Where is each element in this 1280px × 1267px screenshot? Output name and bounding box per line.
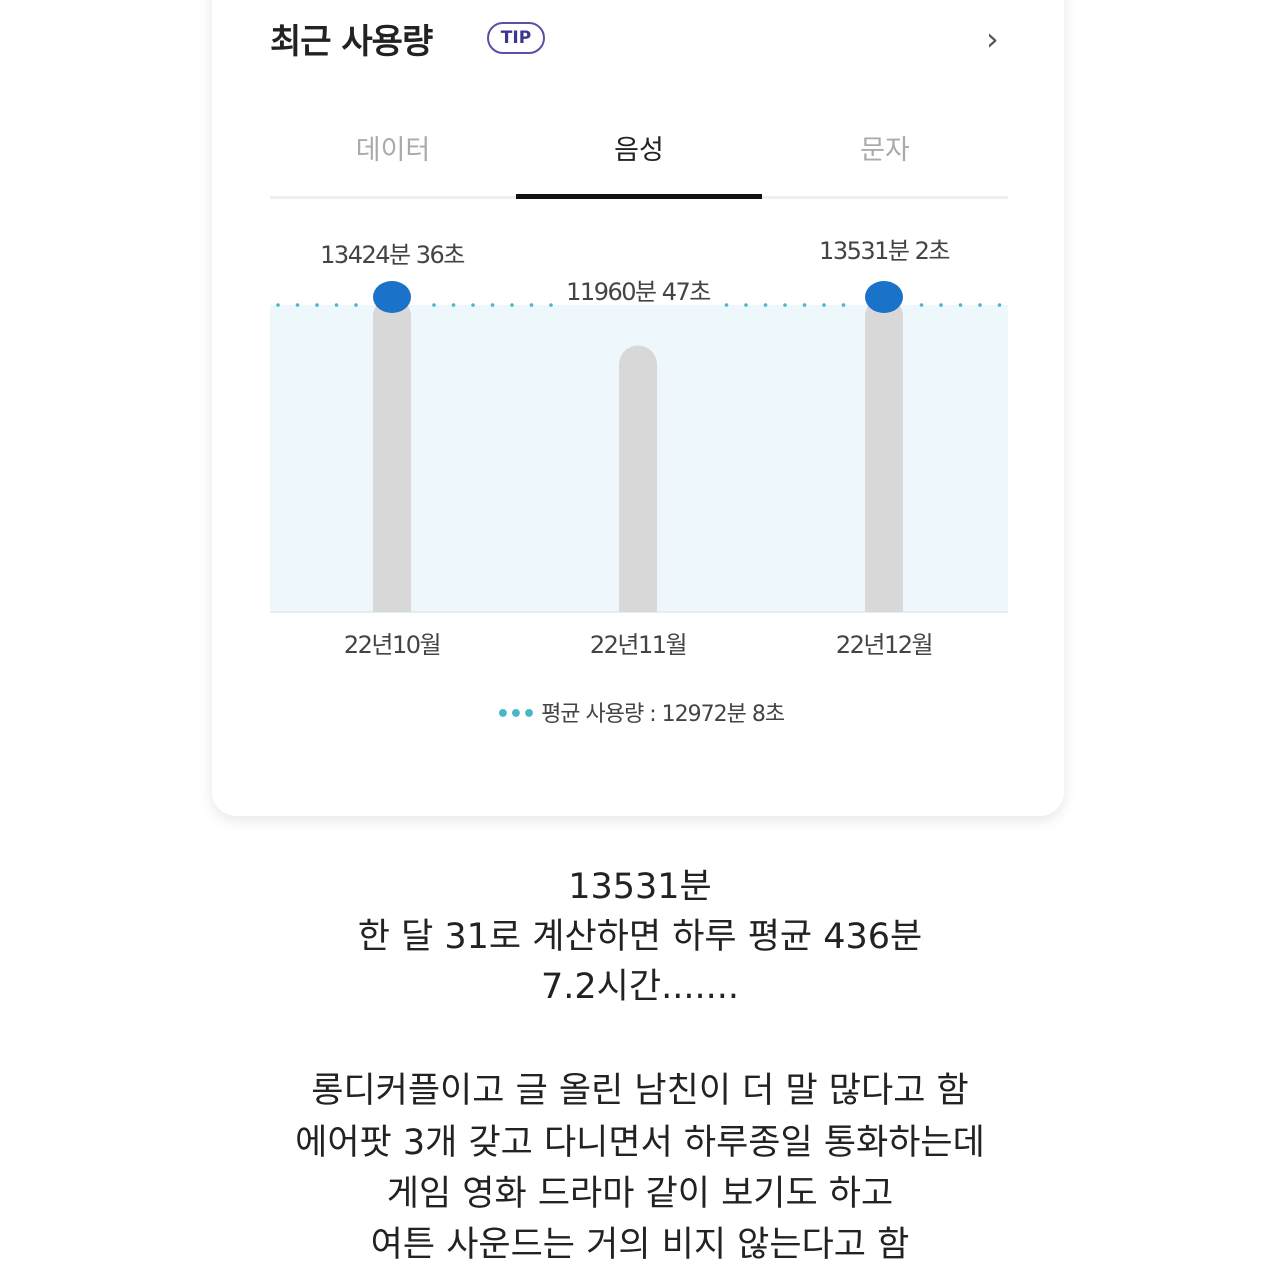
average-line-dot <box>354 303 358 307</box>
data-label: 13424분 36초 <box>320 241 464 269</box>
average-line-dot <box>529 303 534 307</box>
legend-label: 평균 사용량 : 12972분 8초 <box>541 702 785 727</box>
average-line-dot <box>802 303 807 307</box>
x-tick-label: 22년10월 <box>344 631 440 659</box>
x-tick-label: 22년11월 <box>590 631 686 659</box>
average-line-dot <box>744 303 748 307</box>
average-line-dot <box>315 303 319 307</box>
average-line-dot <box>432 303 436 307</box>
tab-sms[interactable]: 문자 <box>860 135 910 166</box>
data-point <box>373 281 411 313</box>
usage-tabs: 데이터 음성 문자 <box>270 128 1008 199</box>
average-line-dot <box>822 303 826 307</box>
chart-legend: ••• 평균 사용량 : 12972분 8초 <box>0 696 1280 728</box>
average-line-dot <box>919 303 924 307</box>
average-line-dot <box>841 303 846 307</box>
body-line-4: 롱디커플이고 글 올린 남친이 더 말 많다고 함 <box>311 1071 969 1111</box>
tab-voice[interactable]: 음성 <box>516 128 762 199</box>
usage-chart: 13424분 36초 22년10월 11960분 47초 22년11월 13531분 2… <box>270 237 1008 659</box>
body-line-5: 에어팟 3개 갖고 다니면서 하루종일 통화하는데 <box>295 1123 985 1163</box>
average-line-dot <box>471 303 475 307</box>
card-title: 최근 사용량 <box>270 22 433 62</box>
body-line-2: 한 달 31로 계산하면 하루 평균 436분 <box>357 917 923 957</box>
bar <box>619 345 657 612</box>
average-line-dot <box>276 303 280 307</box>
data-point <box>865 281 903 313</box>
average-line-dot <box>958 303 963 307</box>
average-line-dot <box>939 303 943 307</box>
tab-data[interactable]: 데이터 <box>355 135 431 166</box>
average-line-dot <box>510 303 514 307</box>
body-line-3: 7.2시간....... <box>541 967 739 1007</box>
tip-badge[interactable]: TIP <box>487 22 545 54</box>
body-line-1: 13531분 <box>568 867 712 907</box>
average-line-dot <box>490 303 495 307</box>
average-line-dot <box>334 303 339 307</box>
chevron-right-icon[interactable]: › <box>986 20 999 58</box>
data-label: 13531분 2초 <box>819 237 949 265</box>
average-line-dot <box>783 303 787 307</box>
bar <box>373 297 411 612</box>
data-label: 11960분 47초 <box>566 278 710 306</box>
average-line-dot <box>997 303 1002 307</box>
average-line-dot <box>724 303 729 307</box>
x-tick-label: 22년12월 <box>836 631 932 659</box>
average-line-dot <box>549 303 553 307</box>
average-line-dot <box>451 303 456 307</box>
average-line-dot <box>763 303 768 307</box>
average-line-dot <box>295 303 300 307</box>
average-line-dot <box>978 303 982 307</box>
body-line-6: 게임 영화 드라마 같이 보기도 하고 <box>386 1174 894 1214</box>
bar <box>865 297 903 612</box>
body-line-7: 여튼 사운드는 거의 비지 않는다고 함 <box>370 1225 910 1265</box>
avg-line-legend-icon: ••• <box>495 702 536 727</box>
